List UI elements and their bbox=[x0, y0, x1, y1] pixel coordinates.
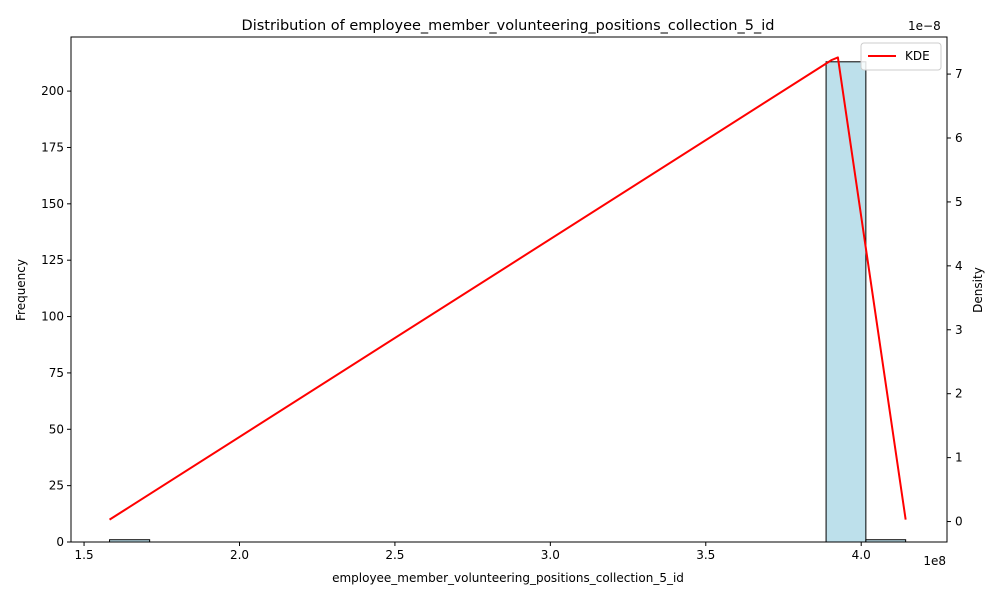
plot-area bbox=[109, 56, 907, 543]
y-tick-label: 125 bbox=[41, 253, 64, 267]
y2-offset-text: 1e−8 bbox=[908, 19, 941, 33]
x-axis: 1.5 2.0 2.5 3.0 3.5 4.0 bbox=[75, 542, 871, 562]
y2-tick-label: 6 bbox=[955, 131, 963, 145]
plot-frame bbox=[70, 36, 948, 543]
y-axis-frequency: 0 25 50 75 100 125 150 175 200 bbox=[41, 84, 71, 549]
x-tick-label: 2.5 bbox=[385, 548, 404, 562]
y-tick-label: 100 bbox=[41, 310, 64, 324]
y-axis-label: Frequency bbox=[14, 259, 28, 321]
y2-tick-label: 0 bbox=[955, 515, 963, 529]
x-tick-label: 3.0 bbox=[541, 548, 560, 562]
kde-line bbox=[109, 56, 907, 521]
y2-tick-label: 4 bbox=[955, 259, 963, 273]
x-tick-label: 3.5 bbox=[696, 548, 715, 562]
y2-tick-label: 3 bbox=[955, 323, 963, 337]
x-tick-label: 1.5 bbox=[75, 548, 94, 562]
legend-kde-label: KDE bbox=[905, 49, 930, 63]
y-tick-label: 200 bbox=[41, 84, 64, 98]
histogram-bar bbox=[825, 61, 867, 543]
x-tick-label: 4.0 bbox=[852, 548, 871, 562]
y-tick-label: 75 bbox=[49, 366, 64, 380]
x-offset-text: 1e8 bbox=[923, 554, 946, 568]
y2-tick-label: 2 bbox=[955, 387, 963, 401]
y-tick-label: 50 bbox=[49, 422, 64, 436]
y-axis-density: 0 1 2 3 4 5 6 7 bbox=[947, 67, 963, 529]
chart-title: Distribution of employee_member_voluntee… bbox=[242, 18, 775, 34]
y-tick-label: 175 bbox=[41, 140, 64, 154]
y-tick-label: 0 bbox=[56, 535, 64, 549]
x-tick-label: 2.0 bbox=[230, 548, 249, 562]
y2-tick-label: 5 bbox=[955, 195, 963, 209]
y-tick-label: 150 bbox=[41, 197, 64, 211]
legend-box bbox=[860, 42, 942, 71]
y-tick-label: 25 bbox=[49, 479, 64, 493]
legend: KDE bbox=[860, 42, 942, 71]
y2-tick-label: 7 bbox=[955, 67, 963, 81]
y2-tick-label: 1 bbox=[955, 451, 963, 465]
y2-axis-label: Density bbox=[971, 267, 985, 313]
x-axis-label: employee_member_volunteering_positions_c… bbox=[332, 571, 684, 585]
